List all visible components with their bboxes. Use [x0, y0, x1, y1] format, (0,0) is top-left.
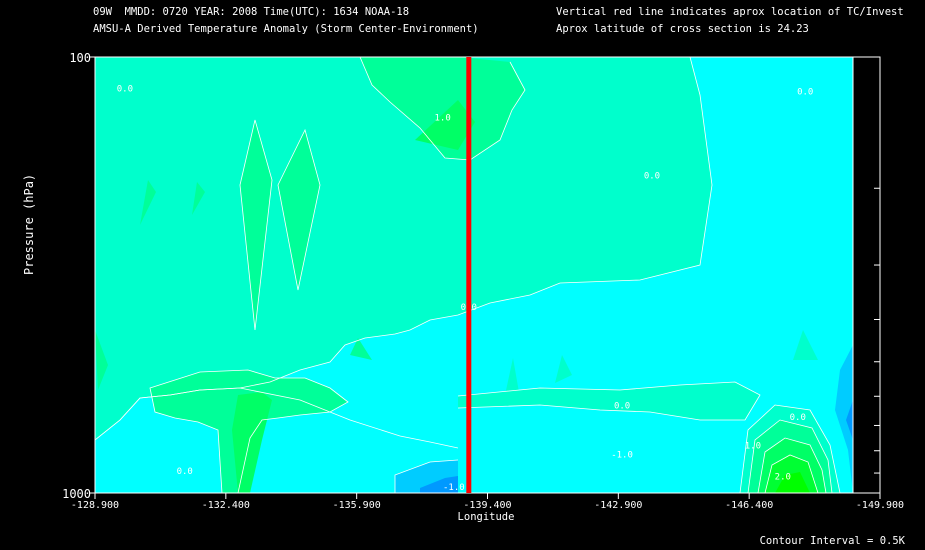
contour-fill-layer: [95, 57, 853, 493]
x-tick-label: -146.400: [725, 500, 773, 511]
zero-spot-fill: [793, 330, 818, 360]
positive-blob-fill: [360, 57, 525, 160]
contour-value-label: 0.0: [790, 413, 806, 423]
x-tick-label: -142.900: [594, 500, 642, 511]
x-tick-label: -149.900: [856, 500, 904, 511]
negative-floor-fill: [420, 476, 458, 493]
positive-band-fill: [232, 392, 272, 493]
contour-line-pocket: [739, 404, 841, 493]
header-title-line-1: 09W MMDD: 0720 YEAR: 2008 Time(UTC): 163…: [93, 6, 410, 18]
negative-edge-fill: [835, 345, 853, 493]
contour-value-label: 1.0: [745, 441, 761, 451]
contour-interval-label: Contour Interval = 0.5K: [760, 535, 906, 547]
header-title-line-2: AMSU-A Derived Temperature Anomaly (Stor…: [93, 23, 479, 35]
positive-peak-fill: [415, 100, 475, 150]
header-note-red-line: Vertical red line indicates aprox locati…: [556, 6, 904, 18]
contour-line-pocket: [747, 419, 833, 493]
contour-line-pocket: [757, 437, 827, 493]
contour-value-label: 0.0: [644, 172, 660, 182]
positive-pocket-fill: [775, 472, 810, 493]
contour-value-label: 0.0: [117, 85, 133, 95]
positive-spot-fill: [350, 338, 372, 360]
contour-value-label: -1.0: [611, 451, 633, 461]
contour-value-label: 2.0: [775, 472, 791, 482]
x-axis: -128.900 -132.400 -135.900 -139.400 -142.900…: [71, 493, 904, 511]
contour-value-label: 0.0: [177, 467, 193, 477]
y-axis: 100 1000: [62, 51, 880, 501]
positive-tongue-fill: [278, 130, 320, 290]
x-tick-label: -128.900: [71, 500, 119, 511]
x-axis-label: Longitude: [458, 511, 515, 523]
x-tick-label: -139.400: [463, 500, 511, 511]
contour-line-pos: [239, 119, 273, 331]
header-note-latitude: Aprox latitude of cross section is 24.23: [556, 23, 809, 35]
x-tick-label: -132.400: [202, 500, 250, 511]
contour-value-label: 0.0: [614, 401, 630, 411]
zero-spot-fill: [555, 355, 572, 383]
contour-line-neg: [95, 387, 459, 449]
contour-line-floor: [394, 459, 459, 493]
positive-spot-fill: [192, 182, 205, 215]
positive-tongue-fill: [240, 120, 272, 330]
contour-line-pocket: [764, 454, 819, 493]
contour-line-layer: [95, 57, 841, 493]
contour-value-label: -1.0: [443, 483, 465, 493]
contour-value-label: 1.0: [435, 114, 451, 124]
zero-spot-fill: [505, 358, 520, 398]
y-tick-label: 1000: [62, 487, 91, 501]
contour-value-label: 0.0: [797, 88, 813, 98]
contour-line-zero: [457, 381, 761, 421]
contour-line-pos: [149, 369, 349, 493]
negative-edge-fill: [846, 400, 853, 440]
y-axis-label: Pressure (hPa): [22, 173, 36, 275]
x-tick-label: -135.900: [333, 500, 381, 511]
positive-spot-fill: [140, 180, 156, 225]
positive-spot-fill: [95, 330, 108, 390]
zero-band-fill: [458, 382, 760, 420]
contour-line-pos: [359, 57, 526, 161]
contour-line-pos: [277, 128, 321, 291]
y-tick-label: 100: [69, 51, 91, 65]
plot-right-edge-blank: [852, 56, 881, 494]
